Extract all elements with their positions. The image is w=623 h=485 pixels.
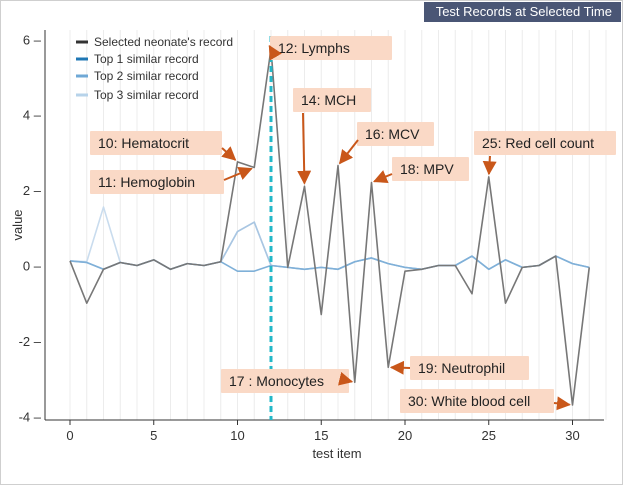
y-tick-label: 2 – [23, 183, 42, 198]
annotation-arrow [337, 371, 354, 386]
annotation-arrow [268, 44, 282, 61]
annotation-box [221, 369, 349, 393]
annotation-box [293, 88, 371, 112]
annotation-label: 19: Neutrophil [418, 360, 505, 376]
x-tick-label: 10 [230, 428, 244, 443]
annotation-arrow [338, 139, 359, 165]
annotation-arrow [297, 112, 312, 185]
legend-label: Top 1 similar record [94, 52, 199, 66]
annotation-label: 17 : Monocytes [229, 373, 324, 389]
annotation-arrow [389, 360, 411, 375]
annotation-arrow [482, 155, 497, 176]
annotation-box [400, 389, 554, 413]
annotation-label: 25: Red cell count [482, 135, 594, 151]
annotation-label: 10: Hematocrit [98, 135, 189, 151]
annotation-arrow [221, 146, 237, 161]
x-tick-label: 20 [398, 428, 412, 443]
x-axis-label: test item [312, 446, 361, 461]
x-tick-label: 30 [565, 428, 579, 443]
x-tick-label: 15 [314, 428, 328, 443]
legend-label: Top 3 similar record [94, 88, 199, 102]
y-tick-label: -2 – [19, 334, 42, 349]
annotation-box [474, 131, 616, 155]
y-tick-label: 6 – [23, 32, 42, 47]
annotation-box [270, 36, 392, 60]
annotation-box [392, 157, 469, 181]
series-line-top-1-similar-record[interactable] [69, 255, 590, 272]
legend-label: Selected neonate's record [94, 35, 233, 49]
x-tick-label: 25 [482, 428, 496, 443]
y-tick-label: 0 – [23, 259, 42, 274]
annotation-box [410, 356, 529, 380]
series-line-selected-neonate-s-record[interactable] [69, 47, 591, 406]
annotation-label: 16: MCV [365, 126, 420, 142]
annotation-box [357, 122, 434, 146]
y-axis-label: value [10, 209, 25, 240]
panel-title: Test Records at Selected Time [423, 2, 621, 22]
y-tick-label: -4 – [19, 409, 42, 424]
annotation-box [90, 170, 224, 194]
annotation-arrow [372, 170, 393, 184]
annotation-arrow [553, 396, 571, 411]
annotation-box [90, 131, 222, 155]
annotation-label: 11: Hemoglobin [98, 174, 195, 190]
annotation-label: 18: MPV [400, 161, 454, 177]
legend-label: Top 2 similar record [94, 69, 199, 83]
y-tick-label: 4 – [23, 108, 42, 123]
annotation-label: 30: White blood cell [408, 393, 530, 409]
annotation-arrow [223, 166, 253, 181]
annotation-label: 14: MCH [301, 92, 356, 108]
x-tick-label: 0 [66, 428, 73, 443]
annotation-label: 12: Lymphs [278, 40, 350, 56]
x-tick-label: 5 [150, 428, 157, 443]
